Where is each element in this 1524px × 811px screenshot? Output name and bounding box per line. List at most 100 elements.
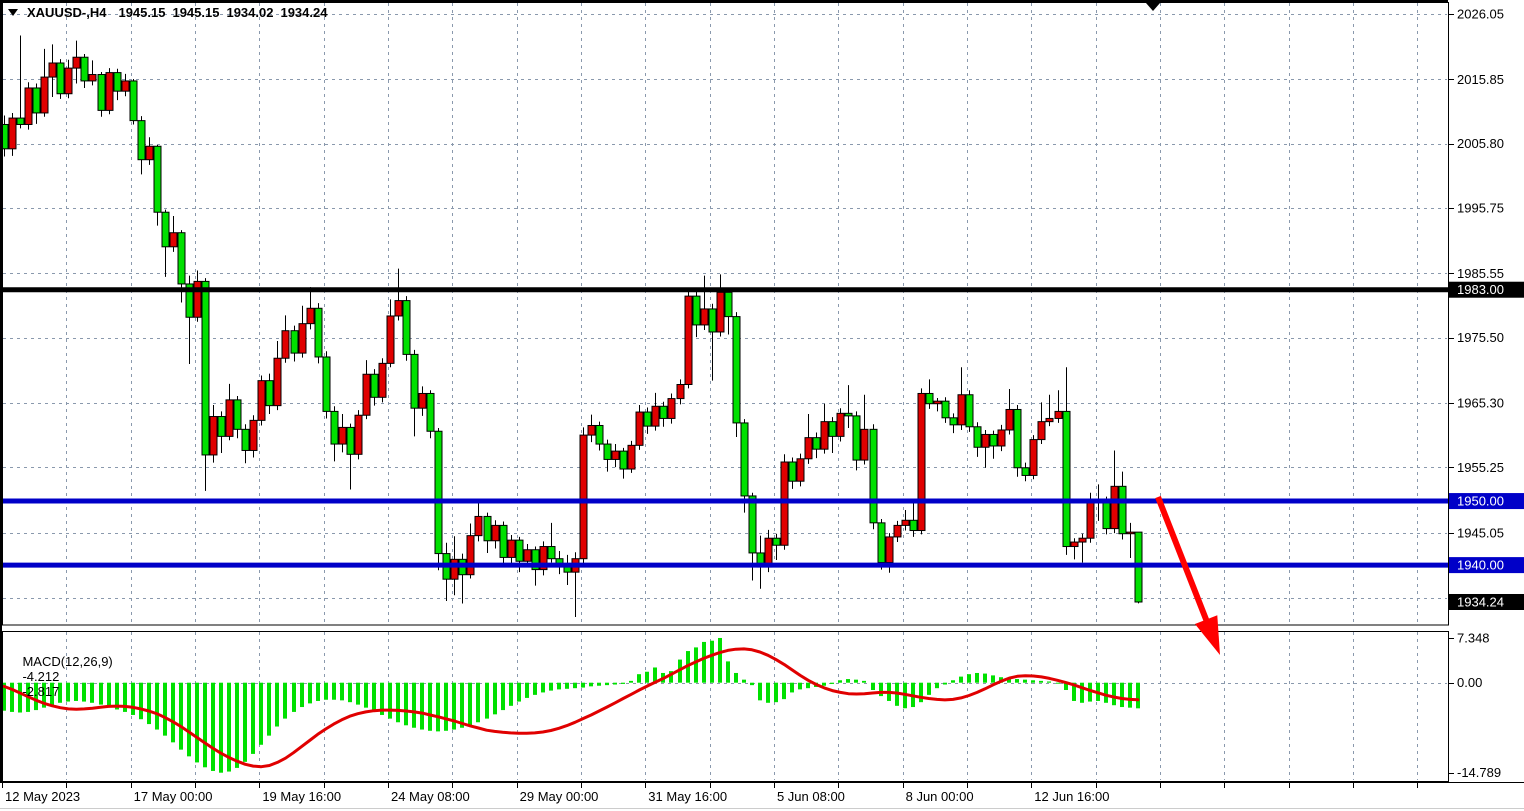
macd-histogram-bar: [90, 682, 94, 703]
bear-candle: [925, 392, 934, 405]
bear-candle: [844, 412, 853, 417]
bear-candle: [153, 145, 162, 213]
bull-candle: [1005, 408, 1014, 431]
bull-candle: [1078, 537, 1087, 543]
macd-histogram-bar: [115, 682, 119, 710]
bear-candle: [708, 308, 717, 333]
bull-candle: [804, 437, 813, 460]
macd-histogram-bar: [927, 682, 931, 695]
bear-candle: [965, 394, 974, 428]
macd-histogram-bar: [637, 674, 641, 683]
macd-histogram-bar: [645, 671, 649, 683]
macd-histogram-bar: [613, 682, 617, 685]
bull-candle: [933, 400, 942, 405]
macd-histogram-bar: [316, 682, 320, 701]
arrow-shaft: [1155, 495, 1212, 627]
macd-histogram-bar: [66, 682, 70, 702]
macd-histogram-bar: [1064, 682, 1068, 691]
macd-histogram-bar: [155, 682, 159, 730]
macd-histogram-bar: [380, 682, 384, 715]
bull-candle: [1070, 541, 1079, 548]
bear-candle: [137, 120, 146, 161]
bear-candle: [740, 422, 749, 497]
main-pane-border: [2, 2, 1449, 626]
macd-histogram-bar: [436, 682, 440, 732]
macd-histogram-bar: [517, 682, 521, 702]
price-tick-label: 1945.05: [1457, 525, 1504, 540]
trend-arrow[interactable]: [1155, 495, 1220, 655]
macd-histogram-bar: [195, 682, 199, 763]
macd-histogram-bar: [1104, 682, 1108, 703]
macd-histogram-bar: [356, 682, 360, 705]
macd-histogram-bar: [782, 682, 786, 700]
macd-histogram-bar: [766, 682, 770, 703]
bear-candle: [410, 353, 419, 409]
macd-pane-border: [2, 631, 1449, 782]
macd-histogram-bar: [147, 682, 151, 725]
bull-candle: [306, 307, 315, 325]
bear-candle: [97, 74, 106, 111]
time-tick-label: 29 May 00:00: [520, 789, 599, 804]
bull-candle: [64, 67, 73, 95]
bear-candle: [314, 307, 323, 358]
macd-histogram-bar: [372, 682, 376, 712]
bear-candle: [692, 295, 701, 326]
macd-histogram-bar: [790, 682, 794, 693]
price-tick-label: 2026.05: [1457, 7, 1504, 22]
bear-candle: [1062, 410, 1071, 548]
macd-histogram-bar: [404, 682, 408, 726]
symbol-dropdown-icon[interactable]: [8, 9, 18, 16]
price-tick-label: 1995.75: [1457, 201, 1504, 216]
macd-histogram-bar: [605, 682, 609, 686]
macd-histogram-bar: [131, 682, 135, 715]
macd-histogram-bar: [1120, 682, 1124, 708]
macd-histogram-bar: [2, 682, 6, 711]
macd-histogram-bar: [123, 682, 127, 712]
macd-histogram-bar: [211, 682, 215, 771]
macd-histogram-bar: [1039, 680, 1043, 683]
macd-histogram-bar: [541, 682, 545, 693]
macd-histogram-bar: [983, 673, 987, 683]
macd-histogram-bar: [710, 640, 714, 683]
bull-candle: [24, 87, 33, 125]
macd-histogram-bar: [452, 682, 456, 730]
level-badge-1983.00: [1449, 281, 1524, 298]
bull-candle: [635, 411, 644, 446]
macd-histogram-bar: [82, 682, 86, 702]
price-tick-label: 2015.85: [1457, 72, 1504, 87]
macd-histogram-bar: [1031, 680, 1035, 683]
macd-histogram-bar: [171, 682, 175, 743]
close-value: 1934.24: [280, 5, 328, 20]
arrow-head: [1194, 615, 1220, 655]
bear-candle: [290, 330, 299, 354]
macd-histogram-bar: [243, 682, 247, 762]
candle-layer[interactable]: [0, 35, 1143, 617]
macd-histogram-bar: [1136, 682, 1140, 709]
macd-histogram-bar: [468, 682, 472, 726]
bull-candle: [523, 549, 532, 562]
level-badge-1950.00-text: 1950.00: [1457, 494, 1504, 509]
macd-histogram-bar: [18, 682, 22, 713]
bear-candle: [547, 546, 556, 560]
macd-histogram-bar: [597, 682, 601, 686]
bull-candle: [450, 558, 459, 580]
bull-candle: [901, 519, 910, 526]
bear-candle: [80, 56, 89, 82]
bull-candle: [1110, 485, 1119, 530]
price-tick-label: 1955.25: [1457, 460, 1504, 475]
bull-candle: [579, 434, 588, 560]
macd-histogram-bar: [854, 679, 858, 683]
macd-histogram-bar: [235, 682, 239, 768]
macd-layer[interactable]: [2, 637, 1140, 773]
bull-candle: [885, 536, 894, 564]
bear-candle: [32, 87, 41, 114]
chart-shift-marker-icon[interactable]: [1146, 3, 1160, 11]
macd-histogram-bar: [806, 682, 810, 689]
macd-histogram-bar: [1088, 682, 1092, 702]
bull-candle: [193, 280, 202, 318]
macd-histogram-bar: [943, 682, 947, 685]
bull-candle: [796, 458, 805, 482]
macd-label: MACD(12,26,9) -4.212 -2.817: [8, 639, 118, 714]
